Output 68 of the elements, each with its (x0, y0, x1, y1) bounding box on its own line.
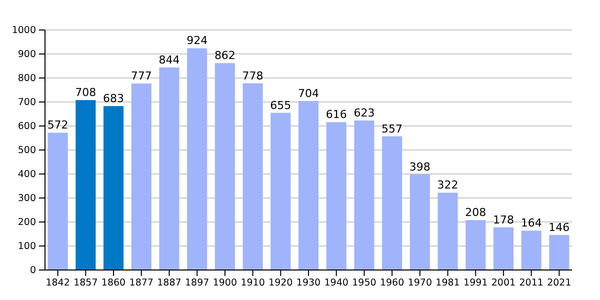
x-tick-label: 1897 (184, 278, 210, 289)
bar (48, 132, 68, 270)
bar (466, 220, 486, 270)
data-label: 322 (437, 178, 458, 192)
x-tick-label: 1970 (408, 278, 432, 289)
x-tick-label: 1877 (129, 278, 154, 289)
bar (214, 63, 235, 270)
bar (410, 174, 430, 270)
bar (521, 230, 542, 270)
bar (298, 101, 319, 270)
x-tick-label: 1900 (212, 278, 238, 289)
bar (382, 136, 402, 270)
x-tick-label: 1930 (296, 278, 321, 289)
data-label: 208 (465, 206, 486, 220)
x-tick-label: 1940 (324, 278, 348, 289)
data-label: 655 (270, 98, 292, 112)
data-label: 164 (520, 216, 542, 230)
data-label: 623 (354, 106, 375, 120)
bar (76, 100, 96, 270)
y-tick-label: 900 (18, 49, 36, 60)
data-label: 844 (158, 53, 180, 66)
y-tick-label: 0 (30, 265, 36, 276)
data-label: 683 (103, 92, 124, 106)
data-label: 146 (548, 220, 570, 234)
data-label: 704 (298, 87, 319, 100)
x-tick-label: 1950 (352, 278, 376, 289)
y-tick-label: 200 (18, 217, 36, 228)
y-tick-label: 300 (18, 193, 36, 204)
x-tick-label: 2001 (491, 278, 516, 289)
x-tick-label: 2021 (547, 278, 572, 289)
y-tick-label: 700 (18, 97, 36, 108)
x-tick-label: 2011 (519, 278, 544, 289)
y-tick-label: 800 (18, 73, 36, 84)
data-label: 572 (47, 118, 68, 132)
data-label: 178 (492, 213, 514, 226)
x-tick-label: 1842 (46, 278, 70, 289)
bar (242, 83, 263, 270)
bar (354, 120, 374, 270)
x-tick-label: 1920 (268, 278, 293, 289)
y-tick-label: 500 (18, 145, 36, 156)
data-label: 398 (409, 160, 430, 174)
y-tick-label: 1000 (12, 25, 36, 36)
data-label: 708 (75, 86, 96, 100)
bar (326, 122, 346, 270)
bar (187, 48, 208, 270)
x-tick-label: 1910 (240, 278, 265, 289)
data-label: 778 (242, 69, 264, 82)
y-tick-label: 600 (18, 121, 36, 132)
x-tick-label: 1887 (157, 278, 182, 289)
x-tick-label: 1860 (101, 278, 126, 289)
bar (270, 112, 291, 270)
x-tick-label: 1857 (74, 278, 98, 289)
bar (438, 192, 458, 270)
data-label: 616 (326, 108, 347, 122)
bar (493, 227, 514, 270)
bar (103, 106, 124, 270)
data-label: 862 (214, 49, 236, 62)
x-tick-label: 1991 (464, 278, 488, 289)
x-tick-label: 1981 (436, 278, 460, 289)
data-label: 924 (186, 34, 208, 48)
y-tick-label: 400 (18, 169, 36, 180)
bar (549, 234, 570, 270)
y-tick-label: 100 (18, 241, 36, 252)
data-label: 777 (130, 70, 152, 83)
bar (131, 84, 152, 270)
bar (159, 67, 180, 270)
data-label: 557 (382, 122, 403, 136)
x-tick-label: 1960 (380, 278, 404, 289)
